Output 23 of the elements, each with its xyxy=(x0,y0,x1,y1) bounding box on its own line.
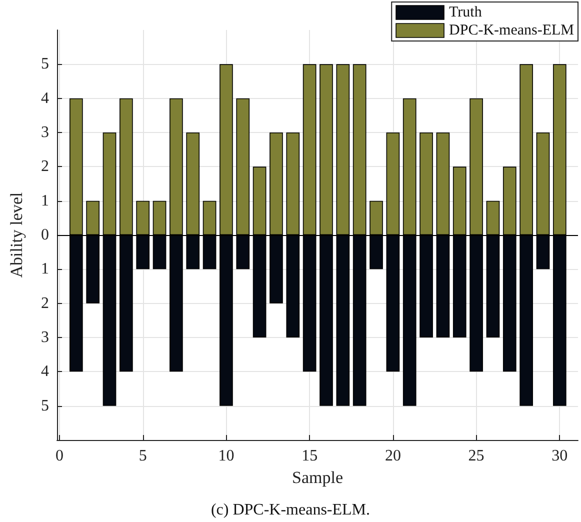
y-axis-title: Ability level xyxy=(7,192,26,278)
y-tick-label: 1 xyxy=(41,192,49,210)
legend-label: Truth xyxy=(449,4,482,20)
x-tick-label: 5 xyxy=(138,448,147,464)
x-axis-title: Sample xyxy=(292,468,343,487)
y-tick-label: 3 xyxy=(41,329,49,346)
y-tick-label: 4 xyxy=(41,363,49,380)
x-tick-label: 25 xyxy=(468,448,484,464)
x-tick-label: 30 xyxy=(552,448,568,464)
x-tick-label: 10 xyxy=(218,448,234,464)
x-tick-label: 20 xyxy=(384,448,401,464)
legend-label: DPC-K-means-ELM xyxy=(449,22,574,38)
y-tick-label: 4 xyxy=(41,90,49,107)
y-tick-label: 0 xyxy=(41,226,49,244)
y-tick-label: 2 xyxy=(41,294,49,312)
x-tick-label: 15 xyxy=(302,448,318,464)
y-tick-label: 3 xyxy=(41,124,49,141)
y-tick-label: 5 xyxy=(41,397,49,414)
y-tick-label: 5 xyxy=(41,56,49,73)
text: (c) DPC-K-means-ELM. xyxy=(210,502,370,518)
y-tick-label: 1 xyxy=(41,260,49,278)
y-tick-label: 2 xyxy=(41,158,49,176)
x-tick-label: 0 xyxy=(56,448,64,464)
